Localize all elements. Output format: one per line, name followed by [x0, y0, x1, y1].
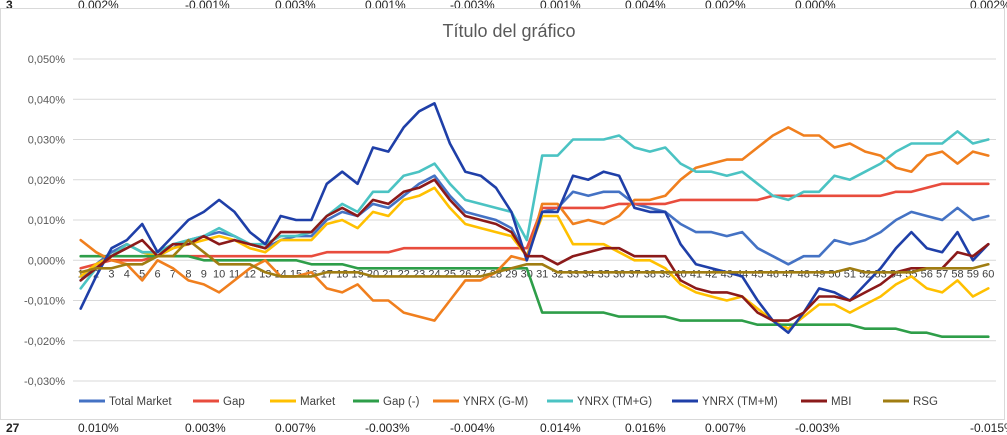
legend-label[interactable]: Market [300, 396, 336, 408]
legend-label[interactable]: MBI [831, 396, 851, 408]
sheet-cell-value[interactable]: -0.015% [970, 421, 1007, 435]
chart-area[interactable]: -0,030% -0,020% -0,010% 0,000% 0,010% 0,020% 0… [0, 8, 1005, 420]
x-tick-label: 1 [78, 268, 84, 280]
x-tick-label: 18 [336, 268, 348, 280]
x-tick-label: 7 [170, 268, 176, 280]
legend-label[interactable]: Gap [223, 396, 245, 408]
x-tick-label: 56 [921, 268, 933, 280]
x-tick-label: 38 [644, 268, 656, 280]
x-tick-label: 8 [185, 268, 191, 280]
series-line-ynrx-tm-g[interactable] [79, 130, 990, 290]
legend-label[interactable]: YNRX (G-M) [463, 396, 528, 408]
x-tick-label: 25 [444, 268, 456, 280]
series-line-rsg[interactable] [79, 238, 990, 278]
x-tick-label: 11 [229, 268, 240, 280]
x-tick-label: 31 [536, 268, 548, 280]
y-tick-label: 0,050% [28, 54, 66, 66]
series-line-market[interactable] [79, 186, 990, 331]
x-tick-label: 26 [459, 268, 471, 280]
y-tick-label: -0,020% [24, 336, 65, 348]
x-tick-label: 46 [767, 268, 779, 280]
x-tick-label: 6 [155, 268, 161, 280]
x-tick-label: 33 [567, 268, 579, 280]
sheet-cell-value[interactable]: 0.007% [705, 421, 746, 435]
row-number: 3 [6, 0, 13, 12]
x-tick-label: 3 [108, 268, 114, 280]
x-tick-label: 49 [813, 268, 825, 280]
line-chart: -0,030% -0,020% -0,010% 0,000% 0,010% 0,020% 0… [24, 21, 996, 408]
series-line-ynrx-tm-m[interactable] [79, 102, 990, 335]
x-tick-label: 51 [844, 268, 856, 280]
x-tick-label: 24 [428, 268, 440, 280]
legend-label[interactable]: YNRX (TM+G) [577, 396, 652, 408]
x-tick-label: 9 [201, 268, 207, 280]
legend-label[interactable]: Total Market [109, 396, 172, 408]
x-tick-label: 22 [398, 268, 410, 280]
gridlines [73, 58, 996, 382]
x-tick-label: 47 [782, 268, 794, 280]
legend-label[interactable]: RSG [913, 396, 938, 408]
x-tick-label: 35 [598, 268, 610, 280]
x-tick-label: 41 [690, 268, 702, 280]
x-tick-label: 57 [936, 268, 948, 280]
sheet-row-bottom: 27 0.010% 0.003% 0.007% -0.003% -0.004% 0.014… [0, 421, 1007, 435]
x-tick-label: 5 [139, 268, 145, 280]
x-tick-label: 4 [124, 268, 130, 280]
x-tick-label: 48 [798, 268, 810, 280]
y-tick-label: 0,010% [28, 215, 66, 227]
legend-label[interactable]: YNRX (TM+M) [702, 396, 778, 408]
chart-title: Título del gráfico [442, 21, 575, 41]
y-axis-labels: -0,030% -0,020% -0,010% 0,000% 0,010% 0,020% 0… [24, 54, 65, 388]
x-tick-label: 23 [413, 268, 425, 280]
legend: Total Market Gap Market Gap (-) YNRX (G-M) YN… [79, 396, 938, 408]
series-line-mbi[interactable] [79, 178, 990, 322]
row-number: 27 [6, 421, 20, 435]
y-tick-label: -0,010% [24, 296, 65, 308]
x-tick-label: 37 [628, 268, 640, 280]
sheet-cell-value[interactable]: 0.014% [540, 421, 581, 435]
x-tick-label: 10 [213, 268, 225, 280]
x-tick-label: 59 [967, 268, 979, 280]
x-tick-label: 36 [613, 268, 625, 280]
y-tick-label: 0,030% [28, 135, 66, 147]
sheet-cell-value[interactable]: -0.003% [365, 421, 410, 435]
sheet-cell-value[interactable]: -0.004% [450, 421, 495, 435]
y-tick-label: -0,030% [24, 376, 65, 388]
x-tick-label: 58 [951, 268, 963, 280]
x-tick-label: 45 [751, 268, 763, 280]
sheet-cell-value[interactable]: -0.003% [795, 421, 840, 435]
sheet-cell-value[interactable]: 0.010% [78, 421, 119, 435]
x-tick-label: 21 [382, 268, 394, 280]
x-tick-label: 29 [505, 268, 517, 280]
y-tick-label: 0,040% [28, 94, 66, 106]
sheet-cell-value[interactable]: 0.007% [275, 421, 316, 435]
sheet-cell-value[interactable]: 0.016% [625, 421, 666, 435]
y-tick-label: 0,000% [28, 255, 66, 267]
series-lines [79, 102, 990, 339]
legend-label[interactable]: Gap (-) [383, 396, 420, 408]
series-line-gap[interactable] [79, 254, 990, 339]
y-tick-label: 0,020% [28, 175, 66, 187]
x-tick-label: 34 [582, 268, 594, 280]
x-tick-label: 60 [982, 268, 994, 280]
sheet-cell-value[interactable]: 0.003% [185, 421, 226, 435]
